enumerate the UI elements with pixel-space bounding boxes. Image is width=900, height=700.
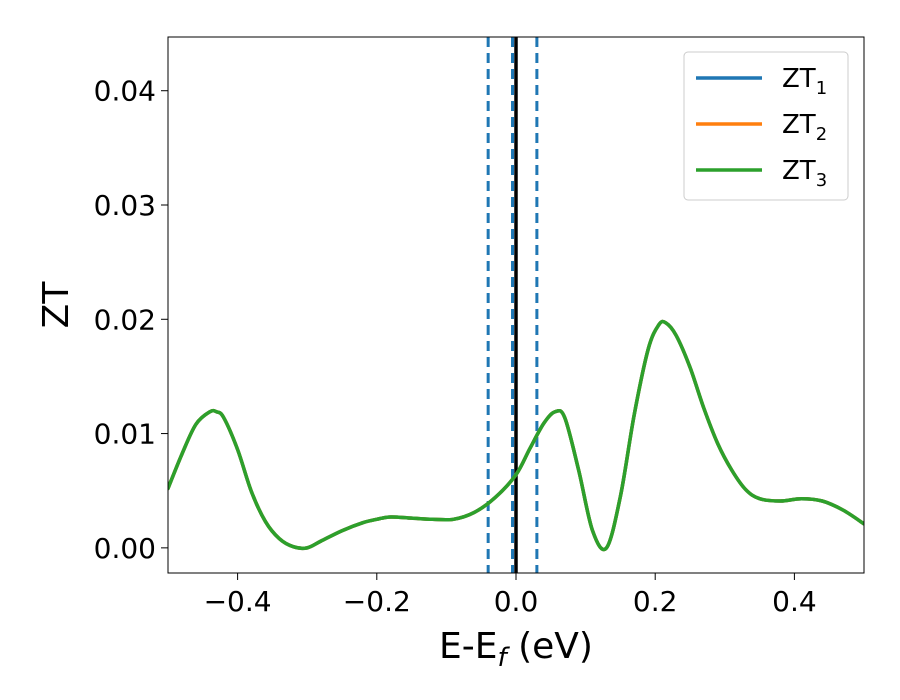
vertical-marker-lines: [486, 37, 539, 573]
y-axis-title: ZT: [36, 281, 77, 329]
y-tick-label: 0.03: [94, 189, 156, 222]
legend-label-subscript: 1: [816, 78, 827, 99]
legend-box: [683, 51, 849, 201]
x-axis-title-main: E-E: [439, 626, 497, 667]
x-axis-title-unit: (eV): [507, 626, 593, 667]
legend-label-subscript: 2: [816, 124, 827, 145]
y-tick-label: 0.01: [94, 418, 156, 451]
x-tick-label: −0.2: [343, 585, 411, 618]
y-tick-label: 0.02: [94, 303, 156, 336]
legend-label-zt1: ZT1: [782, 64, 827, 99]
x-tick-label: 0.0: [494, 585, 539, 618]
x-tick-label: −0.4: [204, 585, 272, 618]
legend-label-zt2: ZT2: [782, 110, 827, 145]
y-tick-label: 0.04: [94, 75, 156, 108]
x-axis-ticks: −0.4 −0.2 0.0 0.2 0.4: [204, 573, 817, 618]
legend-label-main: ZT: [782, 156, 816, 186]
legend-label-main: ZT: [782, 64, 816, 94]
series-lines: [168, 319, 864, 552]
legend-label-subscript: 3: [816, 170, 827, 191]
y-axis-ticks: 0.00 0.01 0.02 0.03 0.04: [94, 75, 168, 565]
series-line-zt3: [168, 319, 864, 552]
x-tick-label: 0.4: [772, 585, 817, 618]
y-tick-label: 0.00: [94, 532, 156, 565]
x-axis-title: E-Ef (eV): [439, 626, 593, 673]
legend-label-zt3: ZT3: [782, 156, 827, 191]
legend-label-main: ZT: [782, 110, 816, 140]
x-tick-label: 0.2: [633, 585, 678, 618]
